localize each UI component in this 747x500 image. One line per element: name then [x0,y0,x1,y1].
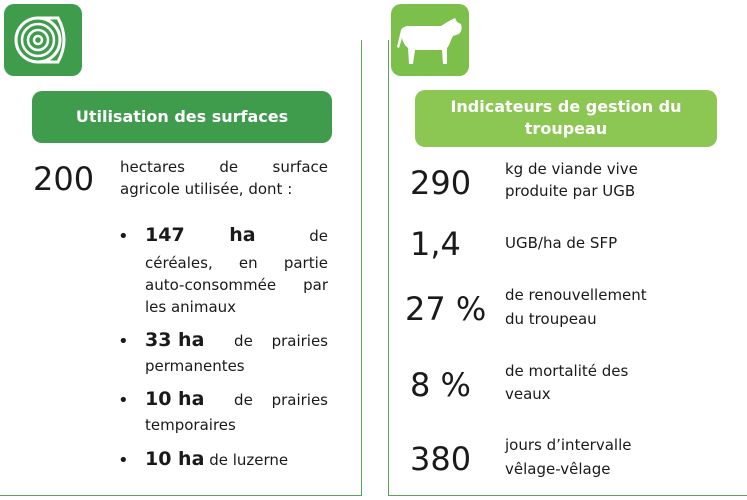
list-item-cereals-line1: 147 ha de [145,224,328,247]
cereals-value: 147 ha [145,224,256,246]
cereals-line4: les animaux [145,298,237,316]
list-item-permanent-line1: 33 ha de prairies [145,329,328,352]
cereals-line1-tail: de [309,227,328,245]
renewal-rate-line2: du troupeau [505,310,597,328]
ugb-per-ha-line1: UGB/ha de SFP [505,234,618,252]
total-hectares-value: 200 [33,160,95,198]
calf-mortality-value: 8 % [410,366,471,404]
alfalfa-value: 10 ha [145,448,205,470]
cereals-line3: auto-consommée par [145,276,328,294]
list-item-alfalfa-line1: 10 ha de luzerne [145,448,288,471]
surfaces-panel-frame [0,40,362,496]
temporary-line1-tail: de prairies [234,391,328,409]
cereals-line2: céréales, en partie [145,254,328,272]
meat-per-ugb-line1: kg de viande vive [505,160,638,178]
bullet-dot: • [118,226,129,247]
meat-per-ugb-value: 290 [410,164,472,202]
ugb-per-ha-value: 1,4 [410,225,461,263]
herd-header: Indicateurs de gestion du troupeau [415,90,717,147]
calving-interval-value: 380 [410,440,472,478]
calving-interval-line2: vêlage-vêlage [505,460,611,478]
alfalfa-line1-tail: de luzerne [209,451,289,469]
calf-mortality-line1: de mortalité des [505,362,629,380]
renewal-rate-line1: de renouvellement [505,286,647,304]
herd-panel-frame [388,40,747,496]
calf-mortality-line2: veaux [505,385,551,403]
herd-header-line2: troupeau [524,119,608,138]
hay-bale-icon [4,4,82,76]
temporary-value: 10 ha [145,388,205,410]
calving-interval-line1: jours d’intervalle [505,436,632,454]
permanent-value: 33 ha [145,329,205,351]
total-hectares-label-line2: agricole utilisée, dont : [120,180,293,198]
list-item-temporary-line1: 10 ha de prairies [145,388,328,411]
temporary-line2: temporaires [145,416,236,434]
meat-per-ugb-line2: produite par UGB [505,182,636,200]
bullet-dot: • [118,390,129,411]
herd-header-line1: Indicateurs de gestion du [450,97,682,116]
total-hectares-label-line1: hectares de surface [120,158,328,176]
permanent-line1-tail: de prairies [234,332,328,350]
bullet-dot: • [118,450,129,471]
surfaces-header: Utilisation des surfaces [32,91,332,143]
permanent-line2: permanentes [145,357,245,375]
renewal-rate-value: 27 % [405,290,487,328]
bullet-dot: • [118,331,129,352]
cow-icon [391,4,469,76]
